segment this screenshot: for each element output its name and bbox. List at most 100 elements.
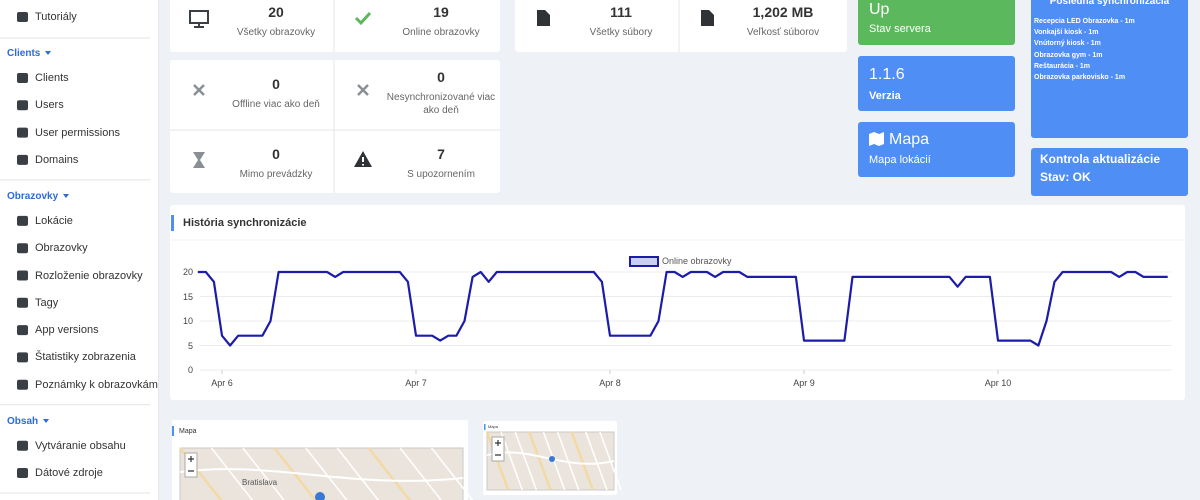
x-tick-label: Apr 10 xyxy=(984,378,1012,388)
title-accent xyxy=(484,424,486,430)
map-icon xyxy=(869,132,884,146)
line-series xyxy=(197,270,1168,347)
y-tick-label: 15 xyxy=(182,291,193,302)
update-title: Kontrola aktualizácie xyxy=(1040,152,1161,166)
nav-item[interactable]: Rozloženie obrazovky xyxy=(35,269,143,282)
y-tick-label: 20 xyxy=(182,267,193,277)
nav-item[interactable]: Lokácie xyxy=(35,214,73,227)
stat: 0 Mimo prevádzky xyxy=(220,133,332,193)
map-road xyxy=(336,447,380,500)
stat-label: S upozornením xyxy=(407,168,475,180)
nav-item[interactable]: Vytváranie obsahu xyxy=(35,439,126,452)
title-accent xyxy=(171,215,174,231)
update-tile xyxy=(1031,148,1188,196)
map-pin xyxy=(315,492,325,500)
map-road xyxy=(179,468,464,482)
nav-icon xyxy=(17,154,28,165)
map-title: Mapa xyxy=(179,428,197,435)
map-pin xyxy=(549,456,555,462)
map-road xyxy=(242,447,285,500)
y-tick-label: 0 xyxy=(187,365,193,375)
sync-title: Posledná synchronizácia xyxy=(1049,0,1170,7)
nav-icon xyxy=(17,297,28,308)
stat-label: Mimo prevádzky xyxy=(239,168,313,180)
tile-label: Stav servera xyxy=(869,23,931,35)
stat-value: 1,202 MB xyxy=(752,3,814,20)
icon xyxy=(189,10,209,24)
icon xyxy=(193,152,205,168)
stat-value: 7 xyxy=(437,145,445,162)
nav-item[interactable]: Dátové zdroje xyxy=(35,467,103,479)
sync-item: Obrazovka parkovisko - 1m xyxy=(1034,74,1126,81)
nav-item[interactable]: Clients xyxy=(35,72,69,84)
stat-label: Všetky súbory xyxy=(589,26,653,38)
nav-icon xyxy=(17,100,28,111)
stats-card xyxy=(170,60,500,193)
sync-item: Obrazovka gym - 1m xyxy=(1034,51,1103,59)
nav-icon xyxy=(17,215,28,226)
stat: 7 S upozornením xyxy=(385,133,497,193)
stat-value: 0 xyxy=(272,145,280,162)
nav-item[interactable]: Obrazovky xyxy=(35,242,88,255)
stat: 0 Offline viac ako deň xyxy=(220,63,332,123)
nav-icon xyxy=(17,325,28,336)
nav-item[interactable]: Domains xyxy=(35,153,79,166)
y-tick-label: 5 xyxy=(187,340,193,351)
nav-icon xyxy=(17,73,28,83)
nav-icon xyxy=(17,468,28,478)
map-title: Mapa xyxy=(488,424,499,429)
icon xyxy=(193,84,205,96)
nav-heading[interactable]: Obrazovky xyxy=(7,190,69,204)
map-area xyxy=(179,447,464,500)
nav-icon xyxy=(17,440,28,451)
stat: 1,202 MB Veľkosť súborov xyxy=(727,0,839,51)
map-road xyxy=(367,447,412,500)
map-road xyxy=(273,447,317,500)
x-tick-label: Apr 8 xyxy=(599,378,621,388)
nav-item[interactable]: App versions xyxy=(35,324,99,337)
title-accent xyxy=(172,426,174,436)
tile-blue xyxy=(858,56,1015,111)
map-road xyxy=(528,431,552,491)
nav-item[interactable]: Tutoriály xyxy=(35,11,77,23)
nav-item[interactable]: User permissions xyxy=(35,126,120,139)
stat-value: 19 xyxy=(433,3,449,20)
nav-item[interactable]: Poznámky k obrazovkám xyxy=(35,378,158,391)
nav-heading[interactable]: Clients xyxy=(7,47,51,61)
update-status: Stav: OK xyxy=(1040,170,1091,184)
nav-heading[interactable]: Obsah xyxy=(7,415,49,429)
tile-value: Up xyxy=(869,1,890,18)
nav-item[interactable]: Tagy xyxy=(35,296,59,309)
tile-label: Verzia xyxy=(869,90,901,102)
tile-value: 1.1.6 xyxy=(869,66,905,83)
stat: 20 Všetky obrazovky xyxy=(220,0,332,51)
nav-item[interactable]: Users xyxy=(35,99,64,112)
icon xyxy=(357,84,369,96)
sync-item: Vnútorný kiosk - 1m xyxy=(1034,40,1101,48)
icon xyxy=(537,10,550,26)
stats-card-top xyxy=(170,0,500,52)
chart-card xyxy=(170,205,1185,400)
sync-item: Recepcia LED Obrazovka - 1m xyxy=(1034,18,1135,25)
sync-item: Vonkajší kiosk - 1m xyxy=(1034,29,1099,37)
map-road xyxy=(556,431,580,491)
map-road xyxy=(570,431,595,491)
map-road xyxy=(399,447,442,500)
nav-icon xyxy=(17,270,28,281)
stat-label: Nesynchronizované viac ako deň xyxy=(386,92,496,116)
legend-swatch xyxy=(629,256,659,267)
stat: 0 Nesynchronizované viac ako deň xyxy=(385,63,497,123)
stat: 111 Všetky súbory xyxy=(565,0,677,51)
nav-icon xyxy=(17,243,28,254)
stat-value: 0 xyxy=(272,75,280,92)
zoom-icon xyxy=(188,456,194,472)
x-tick-label: Apr 7 xyxy=(405,378,427,388)
nav-icon xyxy=(17,127,28,138)
stat-label: Offline viac ako deň xyxy=(232,98,320,110)
tile-blue[interactable] xyxy=(858,122,1015,177)
stat-label: Online obrazovky xyxy=(402,26,480,38)
nav-item[interactable]: Štatistiky zobrazenia xyxy=(35,351,136,364)
map-road xyxy=(210,447,254,500)
files-card xyxy=(515,0,847,52)
